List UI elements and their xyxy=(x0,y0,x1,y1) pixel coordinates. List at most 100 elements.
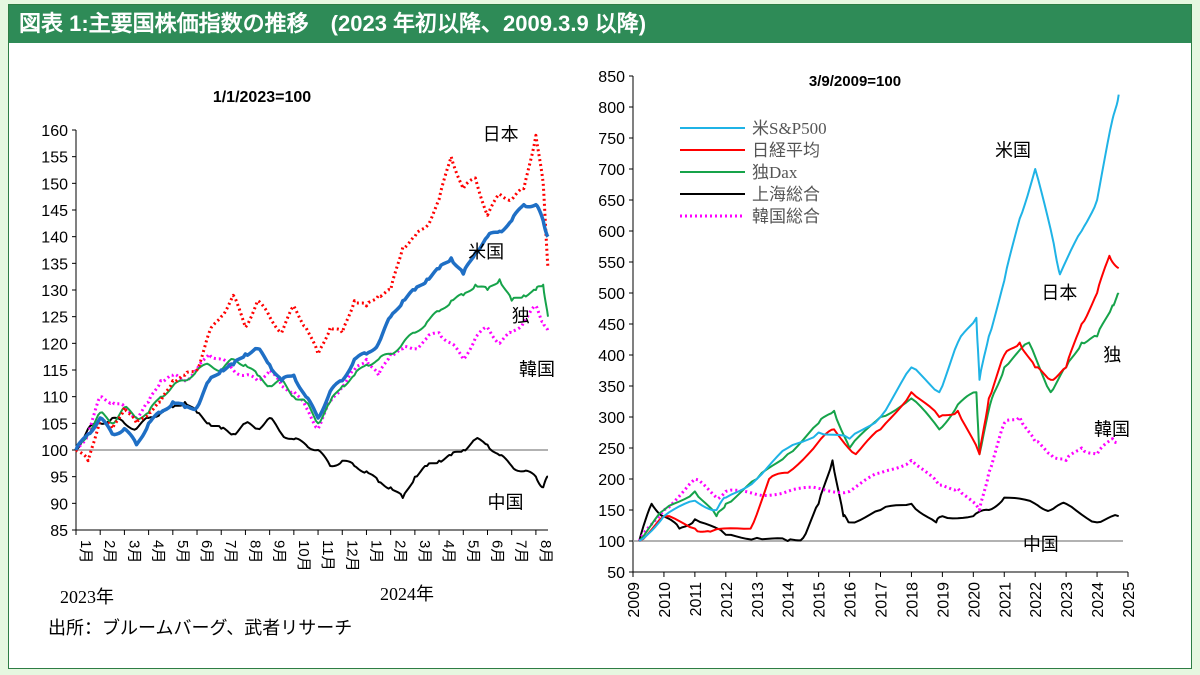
chart1-y-tick-label: 125 xyxy=(41,310,68,327)
chart1-y-tick-label: 90 xyxy=(50,496,68,513)
chart2-x-tick-label: 2023 xyxy=(1059,582,1076,618)
chart1-x-tick-label: 7月 xyxy=(513,540,530,563)
series-line-独 xyxy=(75,278,549,451)
chart1-y-tick-label: 95 xyxy=(50,470,68,487)
chart1-x-tick-label: 8月 xyxy=(246,540,263,563)
series-line-米S&P500 xyxy=(638,94,1120,542)
chart1-x-tick-label: 9月 xyxy=(271,540,288,563)
chart2-x-tick-label: 2019 xyxy=(935,582,952,618)
chart2-y-tick-label: 400 xyxy=(598,348,625,365)
chart2-x-tick-label: 2010 xyxy=(657,582,674,618)
chart1-y-tick-label: 145 xyxy=(41,203,68,220)
chart1-year-label-2024: 2024年 xyxy=(380,584,434,604)
chart1-x-tick-label: 4月 xyxy=(150,540,167,563)
chart2-x-tick-label: 2021 xyxy=(997,582,1014,618)
chart2-title: 3/9/2009=100 xyxy=(809,73,901,90)
chart1-y-tick-label: 135 xyxy=(41,256,68,273)
legend-label-日経平均: 日経平均 xyxy=(752,141,820,160)
chart1-x-tick-label: 3月 xyxy=(125,540,142,563)
chart1-y-tick-label: 155 xyxy=(41,150,68,167)
figure-frame: 図表 1:主要国株価指数の推移 (2023 年初以降、2009.3.9 以降) xyxy=(8,4,1192,669)
chart2-y-tick-label: 800 xyxy=(598,100,625,117)
chart2-x-tick-label: 2016 xyxy=(843,582,860,618)
chart2-series-label: 韓国 xyxy=(1094,420,1130,440)
chart2-series-label: 中国 xyxy=(1023,534,1059,554)
series-line-日経平均 xyxy=(638,254,1120,542)
chart2-x-tick-label: 2011 xyxy=(688,582,705,617)
chart1-y-tick-label: 160 xyxy=(41,123,68,140)
chart2-series-label: 独 xyxy=(1103,345,1121,365)
source-note: 出所：ブルームバーグ、武者リサーチ xyxy=(48,617,352,638)
chart2-x-tick-label: 2015 xyxy=(812,582,829,618)
chart1-y-tick-label: 130 xyxy=(41,283,68,300)
chart1-x-tick-label: 2月 xyxy=(392,540,409,563)
chart2-y-tick-label: 500 xyxy=(598,286,625,303)
chart1-year-label-2023: 2023年 xyxy=(60,587,114,607)
chart1-x-tick-label: 5月 xyxy=(174,540,191,563)
chart1-y-tick-label: 110 xyxy=(42,390,68,407)
legend-label-韓国総合: 韓国総合 xyxy=(752,207,820,226)
chart1-x-tick-label: 11月 xyxy=(319,540,336,571)
chart2-x-tick-label: 2020 xyxy=(966,582,983,618)
chart1-x-tick-label: 7月 xyxy=(222,540,239,563)
chart1-x-tick-label: 6月 xyxy=(488,540,505,563)
chart2-y-tick-label: 350 xyxy=(598,379,625,396)
series-line-日本 xyxy=(75,133,550,463)
legend-label-独Dax: 独Dax xyxy=(752,163,798,182)
figure-title: 図表 1:主要国株価指数の推移 (2023 年初以降、2009.3.9 以降) xyxy=(9,5,1191,43)
chart1-series-label: 中国 xyxy=(487,493,523,513)
chart2-series-label: 日本 xyxy=(1041,283,1077,303)
chart2-x-tick-label: 2017 xyxy=(874,582,891,618)
chart2-y-tick-label: 200 xyxy=(598,472,625,489)
chart1-y-tick-label: 115 xyxy=(42,363,68,380)
chart1-x-tick-label: 8月 xyxy=(537,540,554,563)
chart1-y-tick-label: 100 xyxy=(41,443,68,460)
series-line-米国 xyxy=(74,202,550,451)
chart2-x-tick-label: 2012 xyxy=(719,582,736,618)
chart2-y-tick-label: 250 xyxy=(598,441,625,458)
chart2-x-tick-label: 2024 xyxy=(1090,582,1107,618)
chart2-x-tick-label: 2014 xyxy=(781,582,798,618)
chart2-x-tick-label: 2013 xyxy=(750,582,767,618)
chart2-y-tick-label: 450 xyxy=(598,317,625,334)
chart1-x-tick-label: 3月 xyxy=(416,540,433,563)
chart2-y-tick-label: 50 xyxy=(607,565,625,582)
chart1-series-label: 韓国 xyxy=(519,359,555,379)
chart1-series-label: 米国 xyxy=(468,242,504,262)
legend-label-米S&P500: 米S&P500 xyxy=(752,119,827,138)
chart2-y-tick-label: 300 xyxy=(598,410,625,427)
chart1-x-tick-label: 12月 xyxy=(343,540,360,572)
chart1-x-tick-label: 10月 xyxy=(295,540,312,572)
chart1-x-tick-label: 5月 xyxy=(464,540,481,563)
chart1-x-tick-label: 1月 xyxy=(77,540,94,563)
chart2-y-tick-label: 600 xyxy=(598,224,625,241)
series-line-上海総合 xyxy=(638,459,1119,542)
chart1-series-label: 独 xyxy=(512,306,530,326)
series-line-韓国総合 xyxy=(637,415,1120,542)
chart1-y-tick-label: 120 xyxy=(41,336,68,353)
chart2-series-label: 米国 xyxy=(995,141,1031,161)
chart2-y-tick-label: 100 xyxy=(598,534,625,551)
chart1-series-label: 日本 xyxy=(483,125,519,145)
chart2-x-tick-label: 2009 xyxy=(626,582,643,618)
chart1-y-tick-label: 105 xyxy=(41,416,68,433)
chart2-y-tick-label: 700 xyxy=(598,162,625,179)
chart2-y-tick-label: 750 xyxy=(598,131,625,148)
chart2-x-tick-label: 2022 xyxy=(1028,582,1045,618)
chart1-y-tick-label: 150 xyxy=(41,176,68,193)
chart1-x-tick-label: 6月 xyxy=(198,540,215,563)
series-line-独Dax xyxy=(638,292,1120,542)
chart1-y-tick-label: 140 xyxy=(41,230,68,247)
chart1-x-tick-label: 2月 xyxy=(101,540,118,563)
chart1-x-tick-label: 1月 xyxy=(367,540,384,563)
legend-label-上海総合: 上海総合 xyxy=(752,185,820,204)
chart1-x-tick-label: 4月 xyxy=(440,540,457,563)
chart2-y-tick-label: 550 xyxy=(598,255,625,272)
chart1-title: 1/1/2023=100 xyxy=(213,89,311,106)
chart2-y-tick-label: 650 xyxy=(598,193,625,210)
chart2-y-tick-label: 150 xyxy=(598,503,625,520)
chart2-y-tick-label: 850 xyxy=(598,69,625,86)
chart2-x-tick-label: 2025 xyxy=(1121,582,1138,618)
series-line-中国 xyxy=(75,401,549,499)
